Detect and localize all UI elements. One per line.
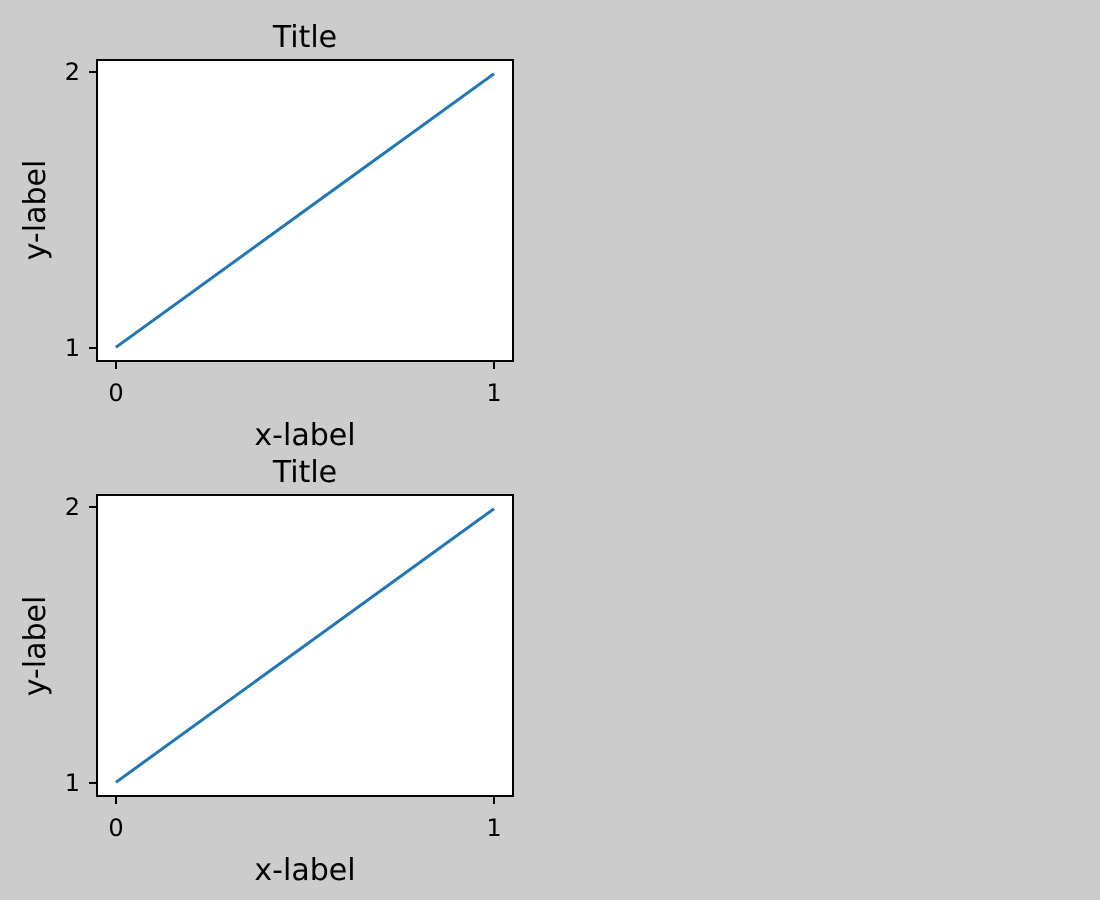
y-tick-label-2: 2 <box>65 493 80 521</box>
x-axis-label: x-label <box>254 418 355 453</box>
series-line-0 <box>115 72 495 349</box>
x-tick-label-1: 1 <box>486 814 501 842</box>
x-tick-label-0: 0 <box>108 379 123 407</box>
x-tick-label-1: 1 <box>486 379 501 407</box>
y-tick-label-1: 1 <box>65 769 80 797</box>
axes-frame <box>96 59 514 362</box>
series-line-0 <box>115 507 495 784</box>
y-tick-label-1: 1 <box>65 334 80 362</box>
chart-title: Title <box>272 20 337 55</box>
subplot-1: 0 1 1 2 Title x-label y-label <box>18 20 514 453</box>
axes-frame <box>96 494 514 797</box>
y-axis-label: y-label <box>18 160 53 261</box>
y-tick-label-2: 2 <box>65 58 80 86</box>
subplot-2: 0 1 1 2 Title x-label y-label <box>18 455 514 888</box>
x-tick-label-0: 0 <box>108 814 123 842</box>
chart-title: Title <box>272 455 337 490</box>
x-axis-label: x-label <box>254 853 355 888</box>
y-axis-label: y-label <box>18 596 53 697</box>
